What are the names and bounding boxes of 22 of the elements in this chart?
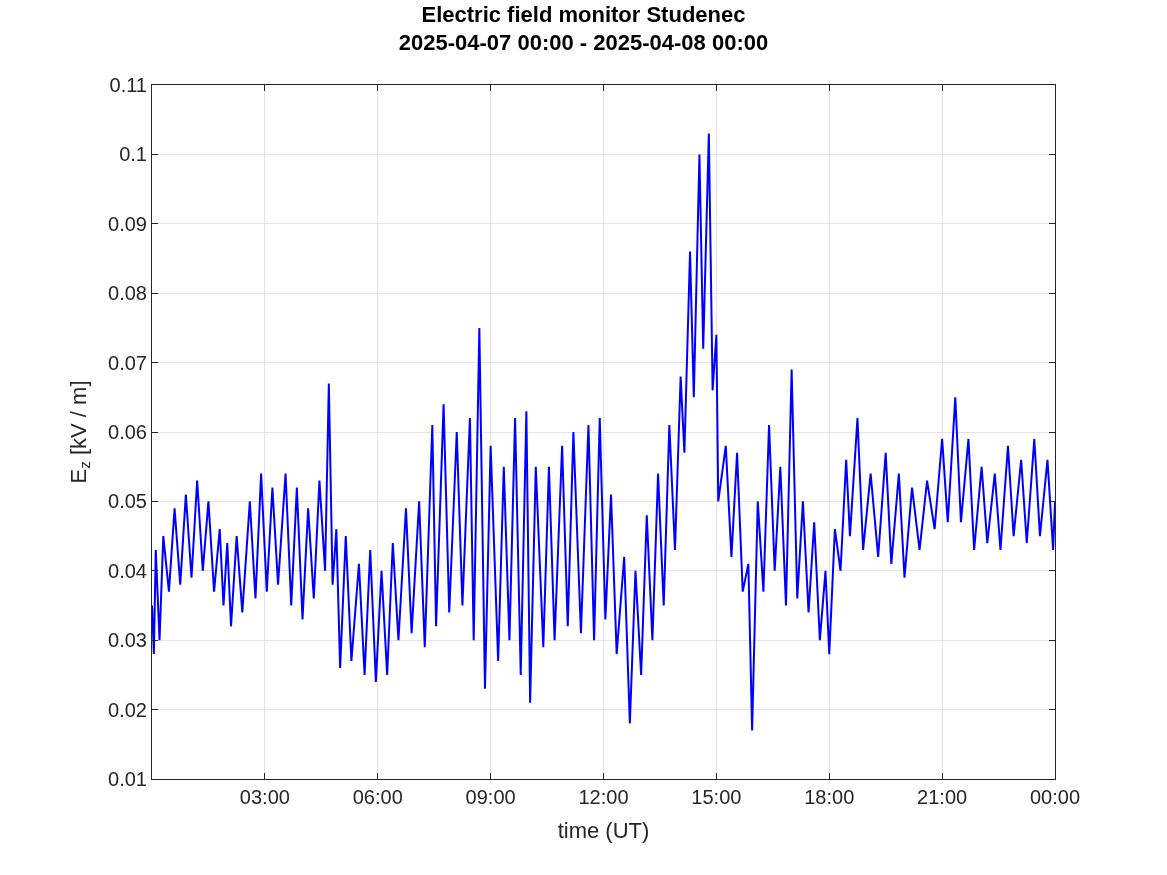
x-axis-title: time (UT): [557, 817, 650, 843]
x-tick-label: 21:00: [917, 786, 968, 808]
chart-title: Electric field monitor Studenec 2025-04-07 00:00 - 2025-04-08 00:00: [398, 1, 769, 56]
y-tick-label: 0.06: [108, 421, 147, 443]
x-tick-label: 06:00: [352, 786, 403, 808]
y-tick-label: 0.1: [119, 143, 147, 166]
y-tick-label: 0.01: [108, 768, 147, 790]
y-tick-label: 0.09: [108, 212, 147, 235]
line-series: [152, 132, 1055, 732]
x-tick-label: 18:00: [804, 786, 855, 808]
x-tick-label: 03:00: [239, 786, 290, 808]
y-tick-label: 0.11: [109, 74, 147, 96]
x-tick-label: 09:00: [465, 786, 516, 808]
y-tick-label: 0.04: [108, 559, 147, 582]
y-tick-label: 0.03: [108, 629, 147, 652]
y-tick-label: 0.02: [108, 698, 147, 721]
x-tick-label: 12:00: [578, 786, 629, 808]
y-tick-label: 0.05: [108, 490, 147, 513]
y-tick-label: 0.07: [108, 351, 147, 374]
y-tick-label: 0.08: [108, 282, 147, 305]
x-tick-label: 00:00: [1029, 786, 1081, 808]
x-tick-label: 15:00: [691, 786, 742, 808]
